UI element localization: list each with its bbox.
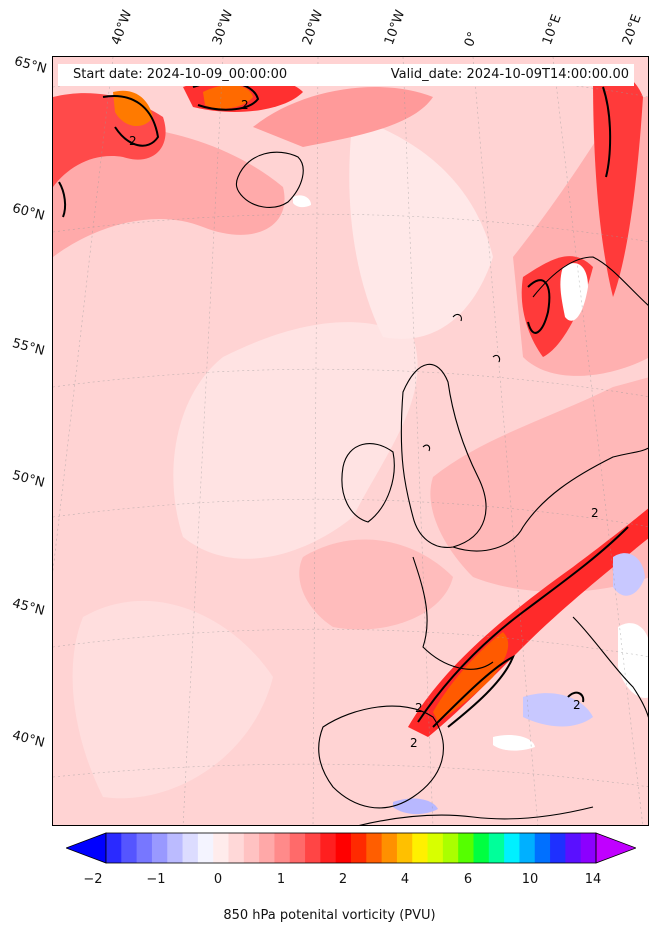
colorbar-tick-label: 10 [521, 872, 539, 887]
lon-label-20e: 20°E [619, 12, 645, 48]
colorbar-tick-label: 2 [338, 872, 348, 887]
map-panel: 2 2 2 2 2 2 [52, 56, 649, 826]
colorbar-outline [105, 832, 597, 864]
colorbar-swatch [243, 833, 260, 863]
pv-peak-core [113, 90, 153, 127]
lat-label-40n: 40°N [10, 728, 47, 751]
iberia-coast [318, 705, 444, 809]
colorbar-title: 850 hPa potenital vorticity (PVU) [223, 908, 436, 923]
colorbar-tick-label: 4 [400, 872, 410, 887]
contour-label: 2 [591, 506, 599, 520]
lon-label-0: 0° [461, 29, 482, 49]
pv-weak-region [72, 600, 273, 799]
lat-label-45n: 45°N [10, 596, 47, 619]
colorbar-swatch [274, 833, 291, 863]
colorbar-tick-label: 6 [463, 872, 473, 887]
colorbar-swatch [458, 833, 474, 863]
lon-label-10e: 10°E [539, 12, 565, 48]
pv-2-contours [58, 80, 629, 728]
colorbar-swatch [151, 833, 168, 863]
colorbar-swatch [182, 833, 199, 863]
colorbar-over-arrow [595, 832, 636, 864]
colorbar-swatch [136, 833, 153, 863]
colorbar-swatch [366, 833, 383, 863]
pv-weak-region [173, 322, 418, 559]
colorbar-tick-label: −2 [83, 872, 103, 887]
colorbar-swatch [167, 833, 184, 863]
northafrica-coast [358, 806, 594, 825]
date-header-bar [58, 64, 634, 86]
continent-coast [452, 447, 648, 552]
masked-area [560, 263, 588, 321]
vorticity-map: 2 2 2 2 2 2 [53, 57, 648, 825]
colorbar-swatch [473, 833, 490, 863]
colorbar-swatch [565, 833, 582, 863]
colorbar-swatch [412, 833, 429, 863]
colorbar-swatch [550, 833, 566, 863]
coastlines [235, 151, 648, 825]
lon-label-20w: 20°W [299, 8, 327, 47]
ireland-coast [341, 443, 395, 523]
lon-label-10w: 10°W [381, 8, 409, 47]
contour-label: 2 [415, 701, 423, 715]
masked-area [293, 195, 311, 208]
contour-label: 2 [129, 134, 137, 148]
pv-weak-region [349, 117, 493, 339]
colorbar-swatch [396, 833, 413, 863]
pv-peak-core [433, 632, 509, 722]
colorbar-tick-label: 1 [276, 872, 286, 887]
colorbar-swatch [442, 833, 459, 863]
colorbar-swatch [488, 833, 505, 863]
colorbar-swatch [228, 833, 245, 863]
contour-label: 2 [241, 98, 249, 112]
iceland-coast [235, 151, 304, 208]
contour-label: 2 [410, 736, 418, 750]
valid-date-label: Valid_date: 2024-10-09T14:00:00.00 [390, 67, 629, 82]
lat-label-55n: 55°N [10, 336, 47, 359]
colorbar-swatch [335, 833, 352, 863]
colorbar-swatch [320, 833, 337, 863]
colorbar-swatch [289, 833, 306, 863]
colorbar-tick-label: 0 [213, 872, 223, 887]
colorbar-swatch [381, 833, 398, 863]
colorbar-swatch [351, 833, 367, 863]
colorbar-swatch [213, 833, 229, 863]
lat-label-60n: 60°N [10, 201, 47, 224]
pv-2-contour-labels: 2 2 2 2 2 2 [129, 98, 599, 750]
lon-label-40w: 40°W [108, 8, 136, 47]
colorbar-swatch [121, 833, 138, 863]
france-coast [412, 556, 494, 670]
colorbar-swatch [580, 833, 597, 863]
pv-strong-band [593, 72, 643, 298]
colorbar-swatch [534, 833, 551, 863]
italy-coast [572, 616, 648, 719]
pv-moderate-band [430, 377, 648, 592]
colorbar-swatch [519, 833, 536, 863]
colorbar-swatch [259, 833, 275, 863]
colorbar-tick-label: −1 [146, 872, 166, 887]
lat-label-50n: 50°N [10, 468, 47, 491]
pv-negative-patch [523, 693, 593, 727]
scandinavia-coast [532, 256, 648, 306]
colorbar [66, 832, 636, 864]
pv-moderate-band [53, 124, 285, 257]
pv-moderate-band [253, 87, 433, 147]
colorbar-swatch [504, 833, 520, 863]
start-date-label: Start date: 2024-10-09_00:00:00 [73, 67, 288, 82]
pv-peak-core [203, 85, 253, 109]
pv-negative-patch [613, 553, 645, 596]
lon-label-30w: 30°W [209, 8, 237, 47]
colorbar-swatch [106, 833, 122, 863]
britain-coast [400, 363, 487, 548]
colorbar-swatch [427, 833, 444, 863]
colorbar-swatch [197, 833, 214, 863]
colorbar-swatch [305, 833, 321, 863]
islands [422, 313, 501, 452]
lat-label-65n: 65°N [12, 54, 49, 77]
masked-area [493, 735, 535, 751]
contour-label: 2 [573, 698, 581, 712]
colorbar-under-arrow [66, 832, 107, 864]
colorbar-tick-label: 14 [584, 872, 602, 887]
